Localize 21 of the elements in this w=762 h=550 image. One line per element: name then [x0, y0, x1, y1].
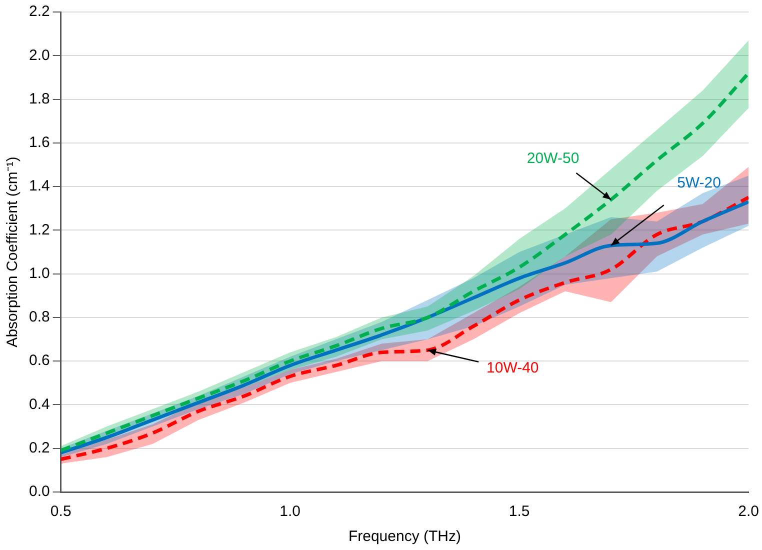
x-axis-title: Frequency (THz): [348, 528, 461, 546]
y-tick-label: 0.4: [28, 396, 50, 413]
y-tick-label: 0.2: [28, 440, 50, 457]
y-tick-label: 1.8: [28, 90, 50, 108]
y-tick-label: 1.4: [28, 178, 50, 195]
x-tick-label: 1.0: [280, 503, 301, 520]
y-tick-label: 0.8: [28, 308, 50, 326]
x-tick-label: 2.0: [738, 503, 760, 520]
y-tick-label: 2.2: [28, 3, 50, 20]
y-tick-label: 0.6: [28, 352, 50, 370]
text: 10W-40: [486, 359, 539, 376]
text: 20W-50: [526, 150, 580, 167]
x-tick-label: 1.5: [508, 503, 530, 520]
y-axis-title: Absorption Coefficient (cm⁻¹): [4, 156, 22, 348]
y-tick-label: 0.0: [28, 483, 50, 500]
y-tick-label: 1.2: [28, 221, 50, 238]
x-tick-label: 0.5: [50, 503, 72, 520]
series-label: 5W-20: [677, 174, 721, 192]
y-tick-label: 2.0: [28, 46, 50, 64]
y-tick-label: 1.6: [28, 134, 50, 152]
y-tick-label: 1.0: [28, 264, 50, 282]
